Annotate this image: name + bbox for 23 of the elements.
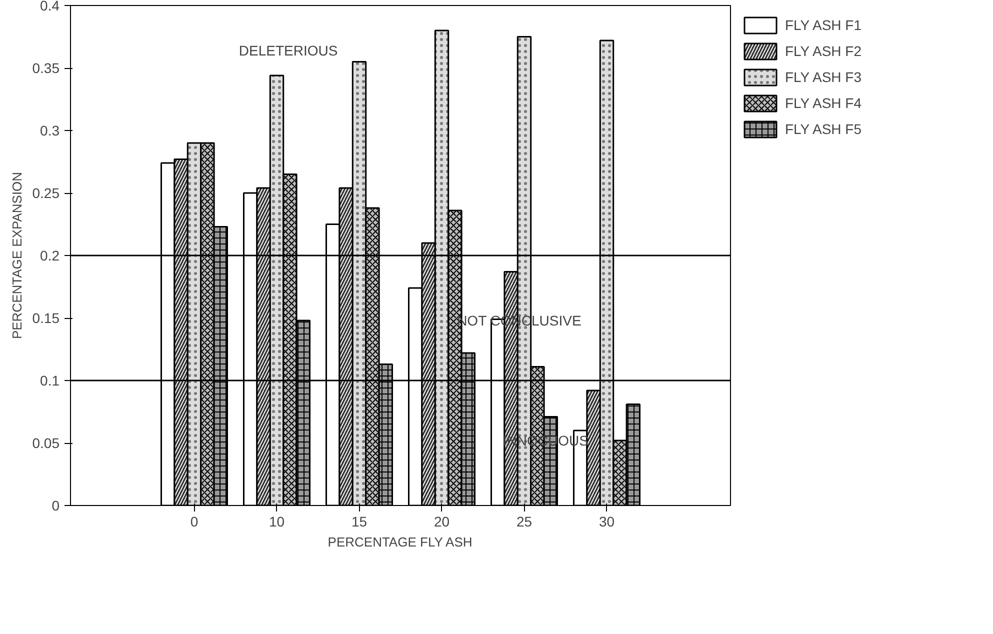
y-tick-label: 0.1 [40,372,60,388]
x-tick-label: 20 [434,514,450,530]
x-tick-label: 10 [268,514,285,530]
y-tick-label: 0.2 [40,248,60,264]
x-tick-label: 30 [598,514,615,530]
legend-label: FLY ASH F4 [785,95,862,111]
y-tick-label: 0.4 [40,0,60,14]
y-axis-title: PERCENTAGE EXPANSION [9,172,24,340]
y-tick-label: 0.15 [32,310,60,326]
y-tick-label: 0.3 [40,122,60,138]
legend-label: FLY ASH F3 [785,69,862,85]
x-tick-label: 0 [190,514,198,530]
x-axis-title: PERCENTAGE FLY ASH [328,534,472,550]
y-tick-label: 0 [52,498,60,514]
annotation: DELETERIOUS [238,42,338,58]
y-tick-label: 0.35 [32,60,60,76]
legend-label: FLY ASH F5 [785,121,862,137]
x-tick-label: 15 [351,514,368,530]
y-tick-label: 0.25 [32,185,60,201]
legend-label: FLY ASH F2 [785,43,862,59]
x-tick-label: 25 [516,514,532,530]
legend-label: FLY ASH F1 [785,17,862,33]
y-tick-label: 0.05 [32,435,60,451]
